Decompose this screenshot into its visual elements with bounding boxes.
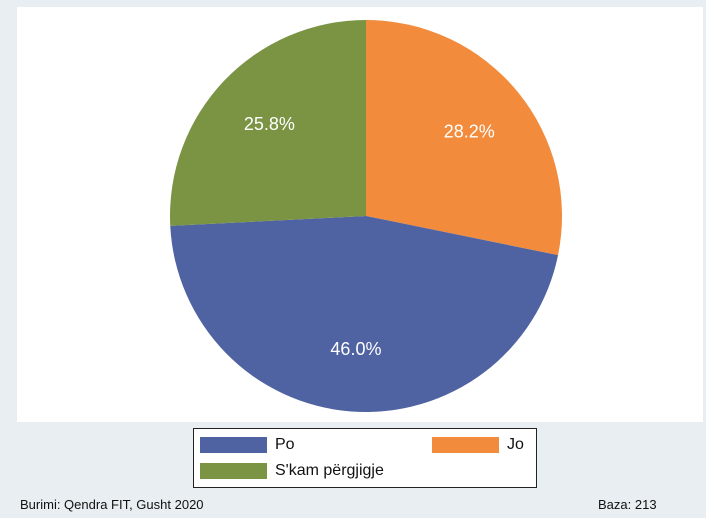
slice-label-jo: 28.2% [444, 122, 495, 142]
legend-label-skam: S'kam përgjigje [275, 462, 384, 479]
legend-swatch-skam [200, 463, 267, 479]
slice-label-skam: 25.8% [244, 114, 295, 134]
legend-swatch-po [200, 437, 267, 453]
base-note: Baza: 213 [598, 497, 657, 512]
legend-item-jo: Jo [432, 436, 524, 454]
legend-swatch-jo [432, 437, 499, 453]
legend: Po Jo S'kam përgjigje [193, 428, 537, 488]
slice-jo [366, 20, 562, 256]
plot-area: 28.2% 46.0% 25.8% [17, 7, 703, 422]
legend-label-po: Po [275, 436, 295, 453]
slice-skam [170, 20, 366, 226]
legend-item-skam: S'kam përgjigje [200, 462, 384, 480]
slice-po [170, 216, 559, 412]
source-note: Burimi: Qendra FIT, Gusht 2020 [20, 497, 204, 512]
slice-label-po: 46.0% [330, 339, 381, 359]
legend-label-jo: Jo [507, 436, 524, 453]
legend-item-po: Po [200, 436, 295, 454]
pie-chart: 28.2% 46.0% 25.8% [170, 20, 562, 412]
